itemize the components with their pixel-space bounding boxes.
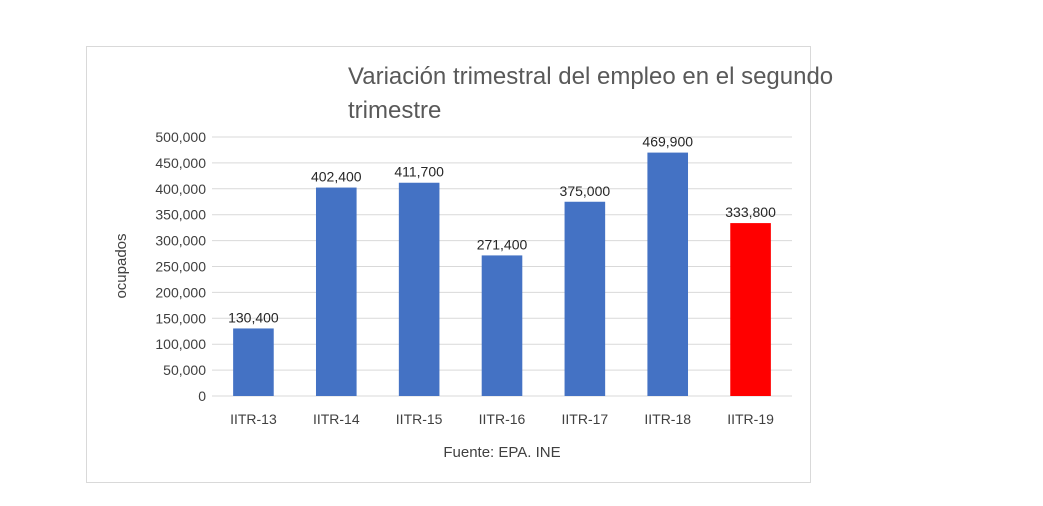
y-tick-label: 450,000: [155, 155, 206, 171]
data-label: 411,700: [394, 164, 444, 180]
x-tick-label: IITR-13: [230, 411, 277, 427]
y-tick-label: 100,000: [155, 336, 206, 352]
y-axis-title: ocupados: [113, 233, 130, 298]
y-tick-label: 50,000: [163, 362, 206, 378]
x-tick-label: IITR-17: [562, 411, 609, 427]
y-tick-label: 0: [198, 388, 206, 404]
y-tick-label: 350,000: [155, 207, 206, 223]
x-tick-label: IITR-18: [644, 411, 691, 427]
bar-iitr-17: [564, 201, 606, 396]
x-axis-ticks: IITR-13 IITR-14 IITR-15 IITR-16 IITR-17 IITR-…: [230, 411, 774, 427]
bar-iitr-16: [481, 255, 523, 396]
y-tick-label: 400,000: [155, 181, 206, 197]
y-tick-label: 250,000: [155, 259, 206, 275]
x-tick-label: IITR-14: [313, 411, 360, 427]
y-axis-ticks: 0 50,000 100,000 150,000 200,000 250,000 300,0…: [155, 129, 206, 404]
data-label: 130,400: [228, 309, 279, 325]
data-label: 375,000: [560, 183, 611, 199]
source-note: Fuente: EPA. INE: [443, 444, 560, 461]
data-label: 469,900: [642, 134, 693, 150]
x-tick-label: IITR-19: [727, 411, 774, 427]
chart-area: [86, 46, 811, 483]
x-tick-label: IITR-15: [396, 411, 443, 427]
chart-title: Variación trimestral del empleo en el se…: [348, 63, 834, 124]
bar-iitr-15: [398, 182, 440, 396]
data-label: 271,400: [477, 236, 528, 252]
y-tick-label: 150,000: [155, 310, 206, 326]
bar-iitr-14: [315, 187, 357, 396]
y-tick-label: 300,000: [155, 233, 206, 249]
data-label: 333,800: [725, 204, 776, 220]
y-tick-label: 200,000: [155, 284, 206, 300]
data-label: 402,400: [311, 169, 362, 185]
y-tick-label: 500,000: [155, 129, 206, 145]
bar-iitr-19: [730, 223, 771, 396]
bar-iitr-13: [233, 328, 274, 396]
data-labels: 130,400 402,400 411,700 271,400 375,000 469,9…: [228, 134, 776, 326]
bar-iitr-18: [647, 152, 689, 396]
bars: [233, 152, 771, 396]
x-tick-label: IITR-16: [479, 411, 526, 427]
